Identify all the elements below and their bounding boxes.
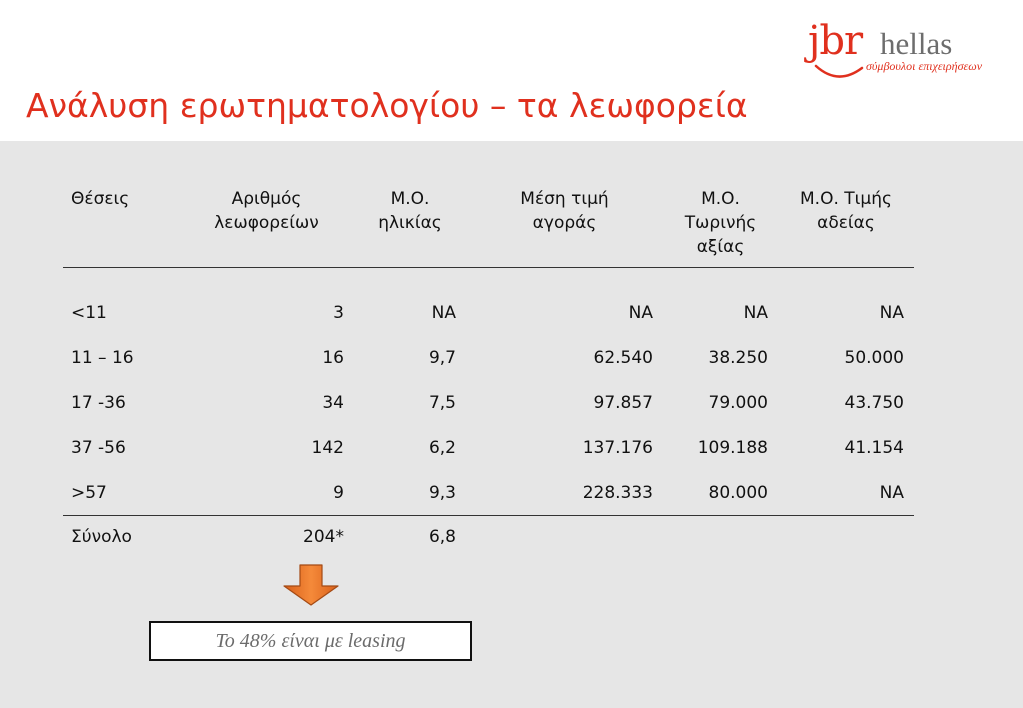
table-cell: 9,7 (428, 348, 456, 368)
slide-title: Ανάλυση ερωτηματολογίου – τα λεωφορεία (26, 86, 748, 125)
table-cell: 41.154 (844, 438, 904, 458)
table-cell: 109.188 (697, 438, 768, 458)
table-cell: 34 (322, 393, 344, 413)
total-label: Σύνολο (71, 526, 132, 547)
table-cell: 6,2 (428, 438, 456, 458)
table-cell: 9 (179, 470, 354, 516)
logo-brand: jbr (808, 18, 863, 64)
table-cell: 9,3 (354, 470, 466, 516)
table-cell: 137.176 (582, 438, 653, 458)
jbr-hellas-logo: jbr hellas σύμβουλοι επιχειρήσεων (808, 12, 1013, 82)
slide-header: jbr hellas σύμβουλοι επιχειρήσεων Ανάλυσ… (0, 0, 1023, 141)
leasing-note-text: Το 48% είναι με leasing (215, 630, 406, 652)
table-cell (778, 516, 914, 558)
table-cell: 37 -56 (71, 438, 126, 458)
table-cell: 80.000 (663, 470, 778, 516)
logo-smile-icon (814, 64, 864, 78)
table-cell: NA (431, 303, 456, 323)
table-cell: 79.000 (708, 393, 768, 413)
table-cell: 17 -36 (71, 393, 126, 413)
header-bus-count: Αριθμός λεωφορείων (179, 183, 354, 268)
table-cell: NA (628, 303, 653, 323)
total-bus-count: 204* (303, 526, 344, 547)
header-avg-purchase-price: Μέση τιμή αγοράς (466, 183, 663, 268)
header-seats: Θέσεις (63, 183, 179, 268)
table-row: 11 – 16 16 9,7 62.540 38.250 50.000 (63, 336, 914, 381)
table-cell: 50.000 (844, 348, 904, 368)
table-cell: 62.540 (593, 348, 653, 368)
table-cell: 228.333 (466, 470, 663, 516)
table-cell: NA (879, 303, 904, 323)
header-avg-age: Μ.Ο. ηλικίας (354, 183, 466, 268)
table-cell: 3 (333, 303, 344, 323)
table-cell: 43.750 (844, 393, 904, 413)
table-cell: 38.250 (708, 348, 768, 368)
table-cell: >57 (63, 470, 179, 516)
table-cell: NA (778, 470, 914, 516)
table-cell: NA (743, 303, 768, 323)
table-spacer (63, 268, 914, 291)
logo-name: hellas (880, 26, 953, 61)
table-cell: 16 (322, 348, 344, 368)
bus-analysis-table: Θέσεις Αριθμός λεωφορείων Μ.Ο. ηλικίας Μέσ… (63, 183, 914, 558)
table-row: >57 9 9,3 228.333 80.000 NA (63, 470, 914, 516)
leasing-note-box: Το 48% είναι με leasing (149, 621, 472, 661)
table-cell: <11 (71, 303, 107, 323)
table-cell (466, 516, 663, 558)
logo-tagline: σύμβουλοι επιχειρήσεων (866, 59, 983, 73)
table-total-row: Σύνολο 204* 6,8 (63, 516, 914, 558)
table-cell: 7,5 (428, 393, 456, 413)
table-cell: 11 – 16 (71, 348, 134, 368)
table-cell (663, 516, 778, 558)
table-header-row: Θέσεις Αριθμός λεωφορείων Μ.Ο. ηλικίας Μέσ… (63, 183, 914, 268)
header-avg-license-price: Μ.Ο. Τιμής αδείας (778, 183, 914, 268)
header-avg-current-value: Μ.Ο. Τωρινής αξίας (663, 183, 778, 268)
arrow-down-icon (283, 564, 339, 606)
table-row: 37 -56 142 6,2 137.176 109.188 41.154 (63, 426, 914, 471)
table-row: <11 3 NA NA NA NA (63, 291, 914, 336)
table-cell: 97.857 (593, 393, 653, 413)
table-cell: 142 (311, 438, 344, 458)
table-row: 17 -36 34 7,5 97.857 79.000 43.750 (63, 381, 914, 426)
total-avg-age: 6,8 (428, 526, 456, 547)
